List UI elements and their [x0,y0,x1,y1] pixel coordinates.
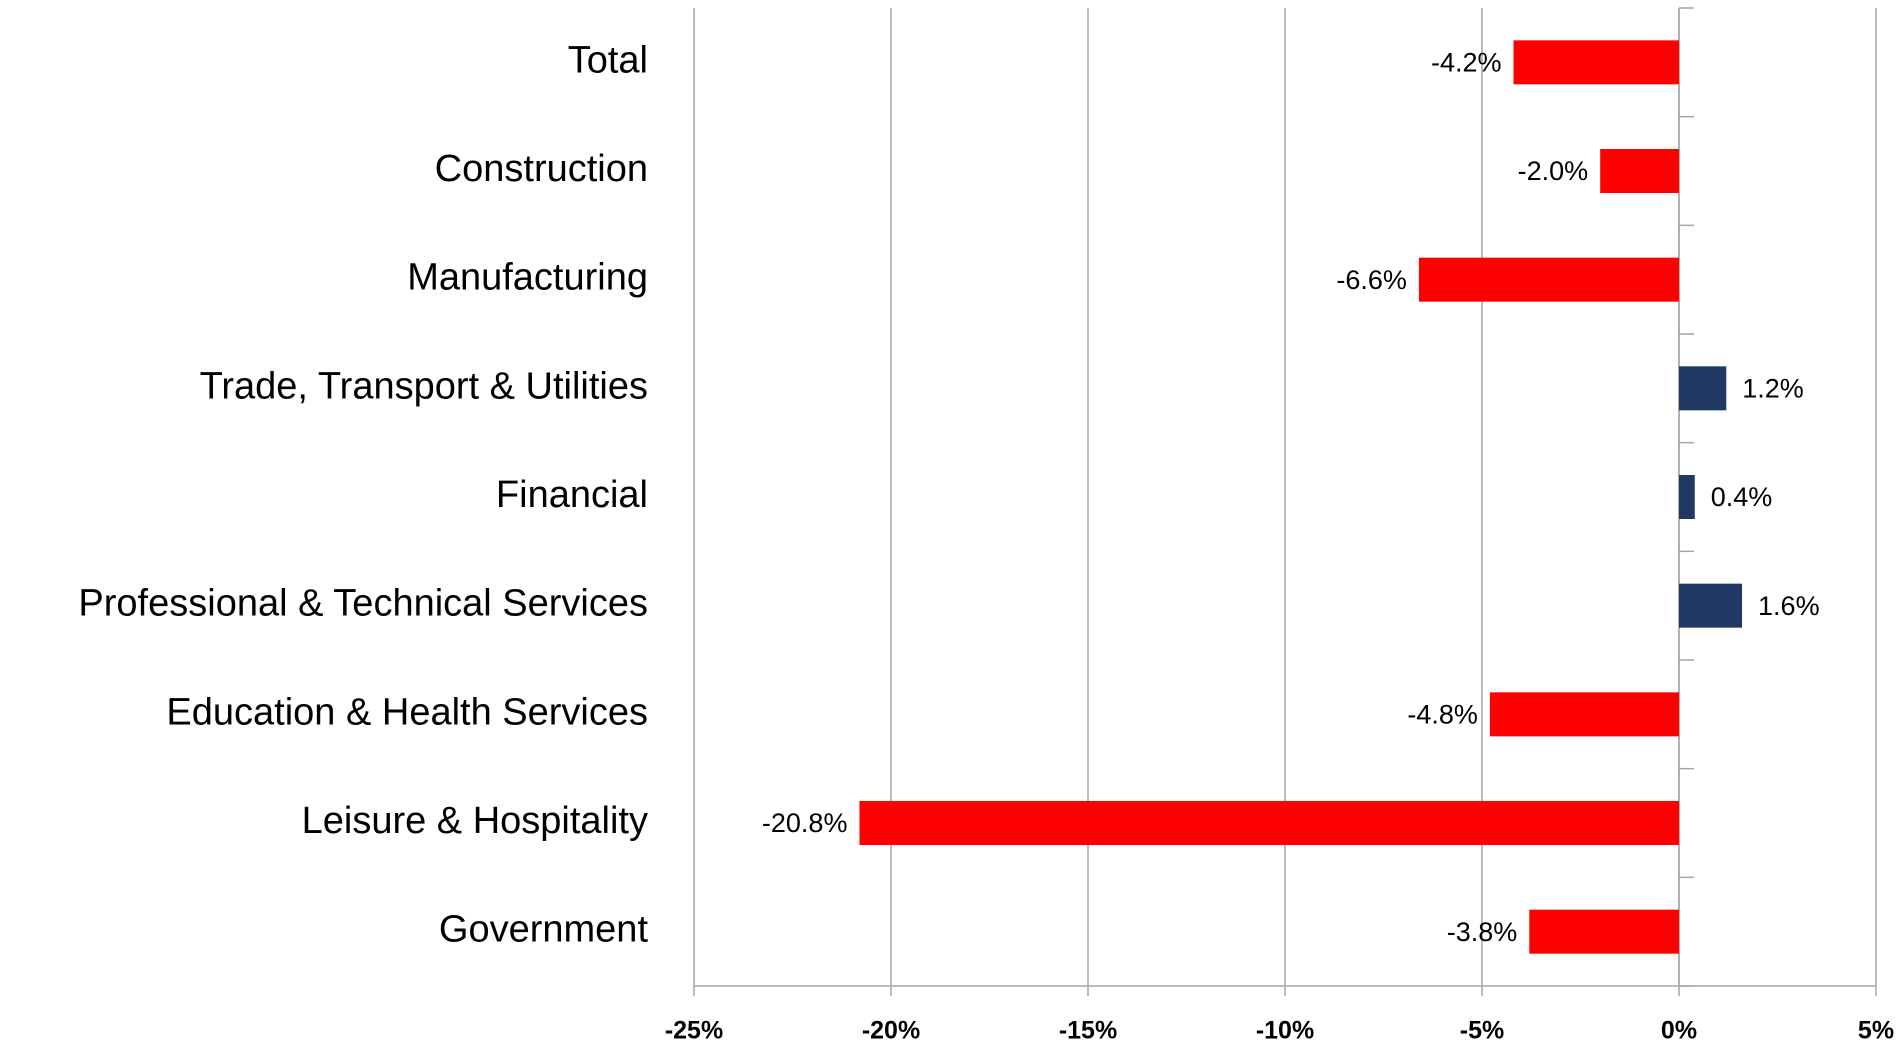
data-label: -6.6% [1336,265,1407,295]
data-label: -4.8% [1407,699,1478,729]
x-tick-label: -10% [1256,1017,1314,1043]
category-label: Construction [435,148,648,190]
x-tick-label: 5% [1858,1017,1894,1043]
category-label: Trade, Transport & Utilities [200,365,648,407]
bar [1529,909,1679,954]
x-tick-label: -5% [1460,1017,1504,1043]
bar [1489,692,1679,737]
bar [1679,583,1743,628]
category-label: Leisure & Hospitality [302,800,648,842]
data-label: 1.6% [1758,591,1820,621]
x-tick-label: 0% [1661,1017,1697,1043]
x-tick-label: -15% [1059,1017,1117,1043]
category-label: Government [439,909,649,951]
x-tick-label: -25% [665,1017,723,1043]
data-label: -20.8% [762,808,848,838]
data-label: -2.0% [1518,156,1589,186]
category-label: Manufacturing [407,257,648,299]
bar [859,801,1679,845]
data-label: 1.2% [1742,373,1804,403]
data-label: 0.4% [1711,482,1773,512]
bar [1600,149,1679,193]
category-label: Professional & Technical Services [78,583,648,625]
x-tick-label: -20% [862,1017,920,1043]
bar [1513,40,1679,85]
category-label: Total [568,39,648,81]
data-label: -3.8% [1447,917,1518,947]
bar [1679,366,1727,411]
category-label: Education & Health Services [166,691,648,733]
data-label: -4.2% [1431,47,1502,77]
bar [1418,257,1679,302]
bar [1679,475,1695,519]
category-label: Financial [496,474,648,516]
